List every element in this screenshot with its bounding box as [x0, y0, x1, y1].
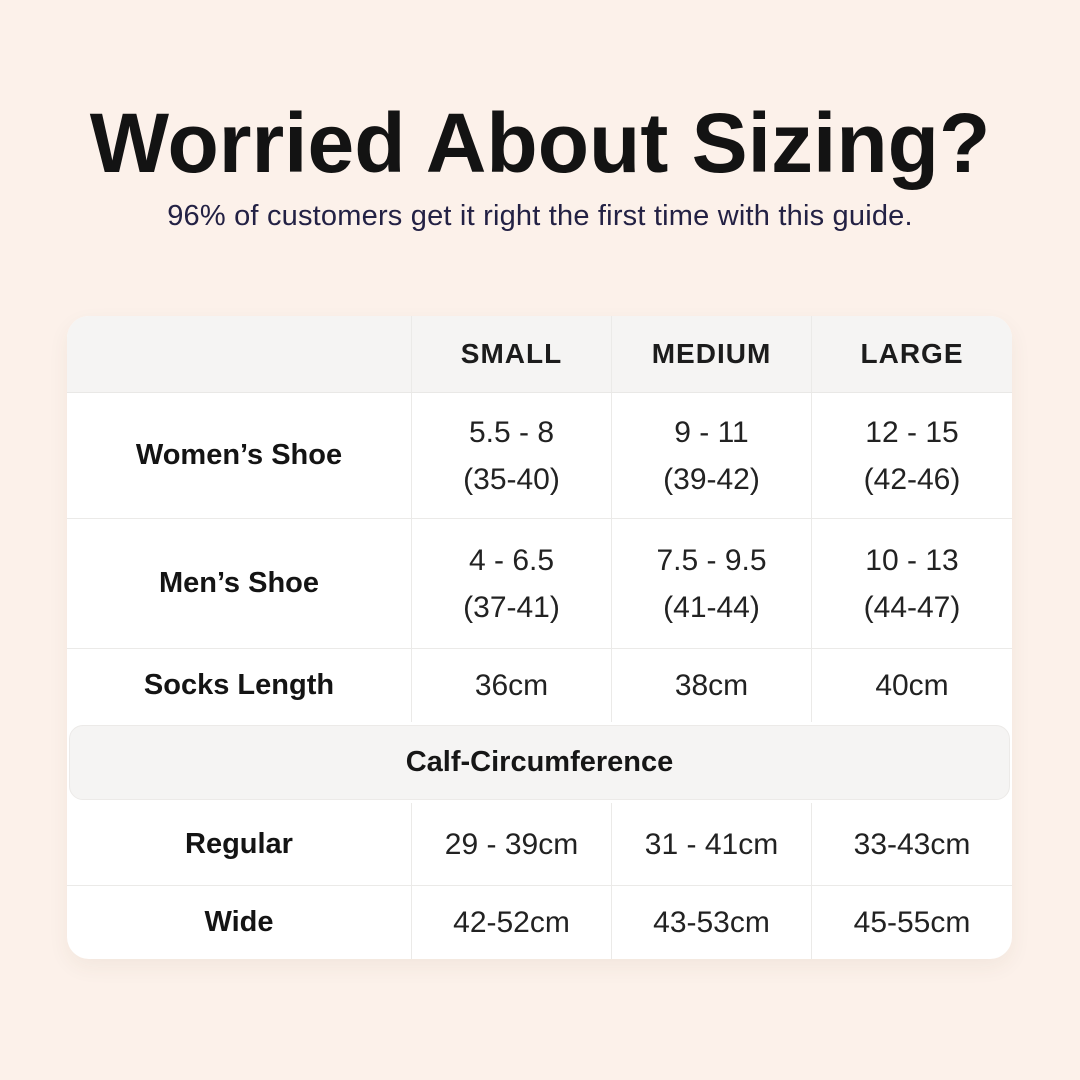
table-row-socks-length: Socks Length 36cm 38cm 40cm — [67, 648, 1012, 722]
table-section-row: Calf-Circumference — [67, 722, 1012, 803]
row-label-socks-length: Socks Length — [143, 669, 335, 701]
cell-socks-large: 40cm — [811, 649, 1012, 722]
column-header-large: LARGE — [811, 316, 1012, 392]
row-label-mens-shoe: Men’s Shoe — [158, 567, 320, 599]
column-header-medium: MEDIUM — [611, 316, 811, 392]
cell-value: 38cm — [674, 669, 749, 702]
cell-value-eu: (39-42) — [663, 462, 760, 496]
cell-value: 29 - 39cm — [444, 827, 579, 861]
cell-womens-small: 5.5 - 8 (35-40) — [411, 393, 611, 518]
cell-value: 33-43cm — [853, 827, 971, 861]
cell-regular-small: 29 - 39cm — [411, 803, 611, 885]
cell-value: 7.5 - 9.5 — [656, 543, 767, 577]
table-row-womens-shoe: Women’s Shoe 5.5 - 8 (35-40) 9 - 11 (39-… — [67, 393, 1012, 518]
cell-wide-medium: 43-53cm — [611, 886, 811, 959]
cell-value: 43-53cm — [653, 906, 770, 939]
cell-value: 5.5 - 8 — [468, 415, 555, 449]
cell-value: 36cm — [474, 669, 549, 702]
cell-mens-medium: 7.5 - 9.5 (41-44) — [611, 519, 811, 648]
cell-value-eu: (35-40) — [463, 462, 560, 496]
page-subtitle: 96% of customers get it right the first … — [167, 200, 913, 233]
cell-regular-medium: 31 - 41cm — [611, 803, 811, 885]
row-label-wide: Wide — [204, 906, 274, 938]
table-row-regular: Regular 29 - 39cm 31 - 41cm 33-43cm — [67, 803, 1012, 885]
column-header-small: SMALL — [411, 316, 611, 392]
cell-womens-large: 12 - 15 (42-46) — [811, 393, 1012, 518]
cell-regular-large: 33-43cm — [811, 803, 1012, 885]
cell-value-eu: (37-41) — [463, 590, 560, 624]
page-title: Worried About Sizing? — [89, 96, 991, 190]
cell-socks-small: 36cm — [411, 649, 611, 722]
cell-value: 9 - 11 — [674, 415, 749, 449]
cell-value: 40cm — [875, 669, 949, 702]
cell-value: 45-55cm — [853, 906, 971, 939]
row-label-womens-shoe: Women’s Shoe — [135, 439, 343, 471]
table-header-row: SMALL MEDIUM LARGE — [67, 316, 1012, 393]
table-row-wide: Wide 42-52cm 43-53cm 45-55cm — [67, 885, 1012, 959]
cell-wide-large: 45-55cm — [811, 886, 1012, 959]
cell-womens-medium: 9 - 11 (39-42) — [611, 393, 811, 518]
cell-value: 4 - 6.5 — [468, 543, 555, 577]
cell-value: 31 - 41cm — [644, 827, 779, 861]
column-header-blank — [67, 316, 411, 392]
cell-value-eu: (42-46) — [863, 462, 961, 496]
cell-value-eu: (44-47) — [863, 590, 961, 624]
table-row-mens-shoe: Men’s Shoe 4 - 6.5 (37-41) 7.5 - 9.5 (41… — [67, 518, 1012, 648]
cell-value: 12 - 15 — [865, 415, 959, 449]
cell-mens-small: 4 - 6.5 (37-41) — [411, 519, 611, 648]
cell-mens-large: 10 - 13 (44-47) — [811, 519, 1012, 648]
cell-value: 10 - 13 — [865, 543, 959, 577]
row-label-regular: Regular — [185, 827, 293, 860]
section-header-calf-circumference: Calf-Circumference — [69, 725, 1010, 800]
cell-socks-medium: 38cm — [611, 649, 811, 722]
cell-value: 42-52cm — [453, 906, 570, 939]
cell-wide-small: 42-52cm — [411, 886, 611, 959]
cell-value-eu: (41-44) — [663, 590, 760, 624]
size-chart-table: SMALL MEDIUM LARGE Women’s Shoe 5.5 - 8 … — [67, 316, 1012, 959]
header-block: Worried About Sizing? 96% of customers g… — [0, 96, 1080, 233]
